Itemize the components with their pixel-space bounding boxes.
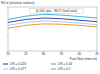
legend-label: L/R = 0.477 bbox=[10, 67, 27, 71]
legend-swatch bbox=[3, 69, 8, 70]
y-tick bbox=[7, 36, 8, 37]
series-line bbox=[8, 14, 97, 19]
x-label: Fuel flow (mm³/st) bbox=[70, 57, 97, 61]
legend-label: L/R = 0.5 bbox=[58, 67, 71, 71]
y-tick bbox=[7, 7, 8, 8]
legend-swatch bbox=[3, 64, 8, 65]
annotation: (6,000 rpm - WOT fixed ratio) bbox=[36, 9, 77, 13]
plot-frame bbox=[8, 7, 97, 51]
legend-label: L/R = 0.423 bbox=[10, 62, 27, 66]
x-tick-label: 35 bbox=[60, 52, 64, 56]
x-tick-label: 30 bbox=[42, 52, 46, 56]
legend-label: L/R = 0.44 bbox=[58, 62, 73, 66]
legend-swatch bbox=[51, 64, 56, 65]
series-line bbox=[8, 24, 97, 28]
annotation-box bbox=[30, 9, 84, 14]
x-tick-label: 25 bbox=[24, 52, 28, 56]
x-tick-label: 20 bbox=[6, 52, 10, 56]
y-label: NOx (relative values) bbox=[1, 1, 35, 5]
legend-swatch bbox=[51, 69, 56, 70]
series-line bbox=[8, 21, 97, 25]
chart: NOx (relative values)202530354045Fuel fl… bbox=[0, 0, 100, 74]
y-tick bbox=[7, 21, 8, 22]
series-group bbox=[8, 14, 97, 28]
chart-root: NOx (relative values)202530354045Fuel fl… bbox=[0, 0, 100, 74]
